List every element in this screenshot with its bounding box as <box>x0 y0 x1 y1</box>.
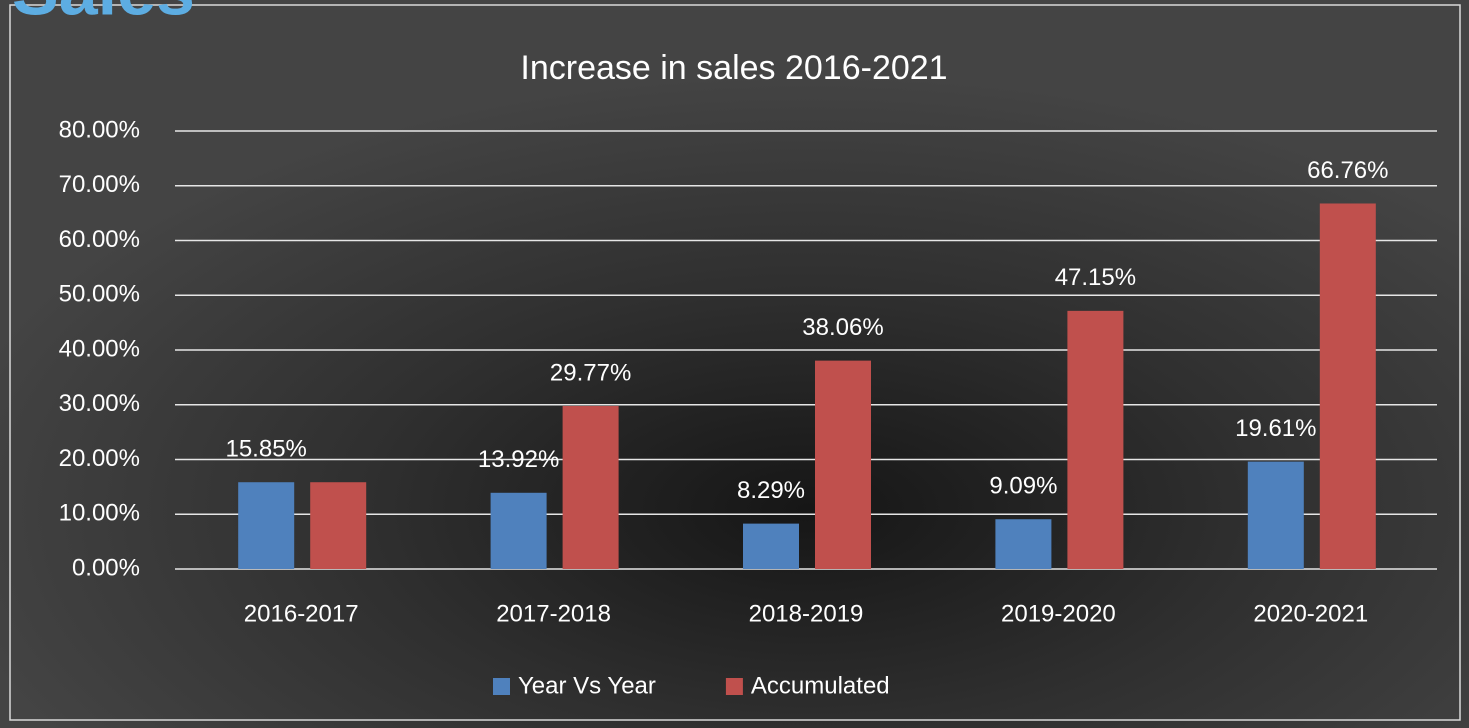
y-tick-label: 60.00% <box>59 226 140 253</box>
bar <box>815 360 871 569</box>
y-tick-label: 50.00% <box>59 281 140 308</box>
chart-border <box>9 4 1461 721</box>
data-label: 15.85% <box>225 436 306 463</box>
data-label: 29.77% <box>550 359 631 386</box>
y-tick-label: 10.00% <box>59 500 140 527</box>
x-tick-label: 2020-2021 <box>1253 600 1368 627</box>
legend-swatch <box>725 678 743 695</box>
y-tick-label: 40.00% <box>59 335 140 362</box>
bar <box>1247 461 1304 569</box>
x-tick-label: 2016-2017 <box>244 600 359 627</box>
data-label: 47.15% <box>1055 264 1136 291</box>
legend-swatch <box>493 678 510 695</box>
bar <box>1067 310 1124 569</box>
x-tick-label: 2017-2018 <box>496 600 611 627</box>
page-heading: Sales <box>12 0 195 29</box>
data-label: 9.09% <box>989 473 1057 500</box>
x-tick-label: 2018-2019 <box>749 600 864 627</box>
data-label: 8.29% <box>737 477 805 504</box>
y-tick-label: 0.00% <box>72 554 140 581</box>
bar <box>562 406 619 569</box>
legend-label: Accumulated <box>751 672 890 699</box>
bar <box>310 482 367 569</box>
bar <box>1319 203 1376 569</box>
legend-label: Year Vs Year <box>518 672 656 699</box>
bar <box>490 492 547 569</box>
x-tick-label: 2019-2020 <box>1001 600 1116 627</box>
chart-title: Increase in sales 2016-2021 <box>520 49 947 87</box>
y-tick-label: 70.00% <box>59 171 140 198</box>
data-label: 13.92% <box>478 446 559 473</box>
bar <box>995 519 1052 569</box>
y-tick-label: 80.00% <box>59 116 140 143</box>
data-label: 66.76% <box>1307 157 1388 184</box>
data-label: 38.06% <box>802 314 883 341</box>
bar <box>238 482 295 569</box>
bar <box>743 523 799 569</box>
data-label: 19.61% <box>1235 415 1316 442</box>
y-tick-label: 20.00% <box>59 445 140 472</box>
y-tick-label: 30.00% <box>59 390 140 417</box>
